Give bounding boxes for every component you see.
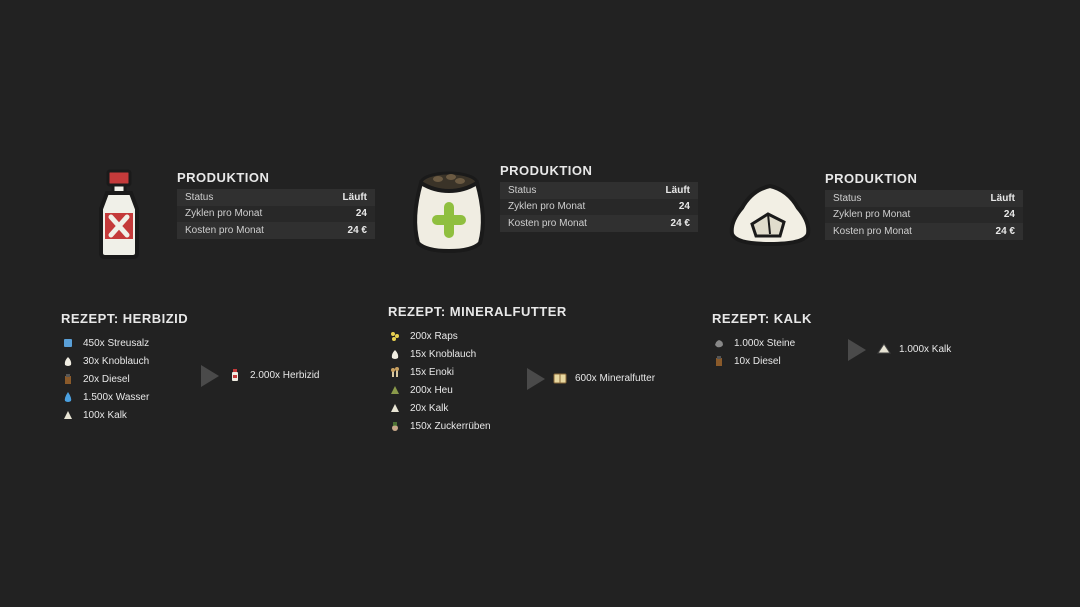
- ingredient-row: 10x Diesel: [712, 352, 812, 370]
- recipe-title: REZEPT: KALK: [712, 311, 812, 326]
- garlic-icon: [388, 347, 402, 361]
- bottle-icon: [228, 368, 242, 382]
- ingredient-row: 200x Raps: [388, 327, 567, 345]
- sugarbeet-icon: [388, 419, 402, 433]
- production-title: PRODUKTION: [177, 170, 375, 185]
- table-row: Kosten pro Monat24 €: [825, 223, 1023, 240]
- production-title: PRODUKTION: [500, 163, 698, 178]
- ingredient-row: 20x Diesel: [61, 370, 188, 388]
- recipe-arrow-icon: [201, 365, 219, 387]
- recipe-arrow-icon: [848, 339, 866, 361]
- recipe-title: REZEPT: HERBIZID: [61, 311, 188, 326]
- ingredient-row: 30x Knoblauch: [61, 352, 188, 370]
- table-row: Zyklen pro Monat24: [825, 207, 1023, 224]
- production-table: StatusLäuft Zyklen pro Monat24 Kosten pr…: [177, 189, 375, 239]
- diesel-icon: [712, 354, 726, 368]
- recipe-panel-herbizid: REZEPT: HERBIZID 450x Streusalz 30x Knob…: [61, 311, 188, 424]
- production-panel-1: PRODUKTION StatusLäuft Zyklen pro Monat2…: [177, 170, 375, 239]
- recipe-output: 1.000x Kalk: [877, 342, 951, 356]
- table-row: Kosten pro Monat24 €: [500, 215, 698, 232]
- salt-icon: [61, 336, 75, 350]
- recipe-title: REZEPT: MINERALFUTTER: [388, 304, 567, 319]
- lime-pile-icon: [722, 178, 818, 255]
- production-table: StatusLäuft Zyklen pro Monat24 Kosten pr…: [500, 182, 698, 232]
- ingredient-row: 150x Zuckerrüben: [388, 417, 567, 435]
- production-title: PRODUKTION: [825, 171, 1023, 186]
- table-row: Zyklen pro Monat24: [177, 206, 375, 223]
- table-row: Kosten pro Monat24 €: [177, 222, 375, 239]
- table-row: Zyklen pro Monat24: [500, 199, 698, 216]
- production-panel-2: PRODUKTION StatusLäuft Zyklen pro Monat2…: [500, 163, 698, 232]
- diesel-icon: [61, 372, 75, 386]
- box-icon: [553, 371, 567, 385]
- garlic-icon: [61, 354, 75, 368]
- ingredient-row: 450x Streusalz: [61, 334, 188, 352]
- table-row: StatusLäuft: [500, 182, 698, 199]
- table-row: StatusLäuft: [825, 190, 1023, 207]
- table-row: StatusLäuft: [177, 189, 375, 206]
- ingredient-row: 15x Knoblauch: [388, 345, 567, 363]
- herbicide-bottle-icon: [93, 169, 145, 266]
- mineral-feed-sack-icon: [406, 163, 492, 260]
- stone-icon: [712, 336, 726, 350]
- lime-icon: [388, 401, 402, 415]
- hay-icon: [388, 383, 402, 397]
- enoki-icon: [388, 365, 402, 379]
- recipe-panel-kalk: REZEPT: KALK 1.000x Steine 10x Diesel: [712, 311, 812, 370]
- lime-icon: [877, 342, 891, 356]
- ingredient-row: 100x Kalk: [61, 406, 188, 424]
- canola-icon: [388, 329, 402, 343]
- production-table: StatusLäuft Zyklen pro Monat24 Kosten pr…: [825, 190, 1023, 240]
- recipe-output: 2.000x Herbizid: [228, 368, 319, 382]
- production-panel-3: PRODUKTION StatusLäuft Zyklen pro Monat2…: [825, 171, 1023, 240]
- ingredient-row: 1.000x Steine: [712, 334, 812, 352]
- lime-icon: [61, 408, 75, 422]
- ingredient-row: 20x Kalk: [388, 399, 567, 417]
- water-icon: [61, 390, 75, 404]
- recipe-arrow-icon: [527, 368, 545, 390]
- ingredient-row: 1.500x Wasser: [61, 388, 188, 406]
- recipe-output: 600x Mineralfutter: [553, 371, 655, 385]
